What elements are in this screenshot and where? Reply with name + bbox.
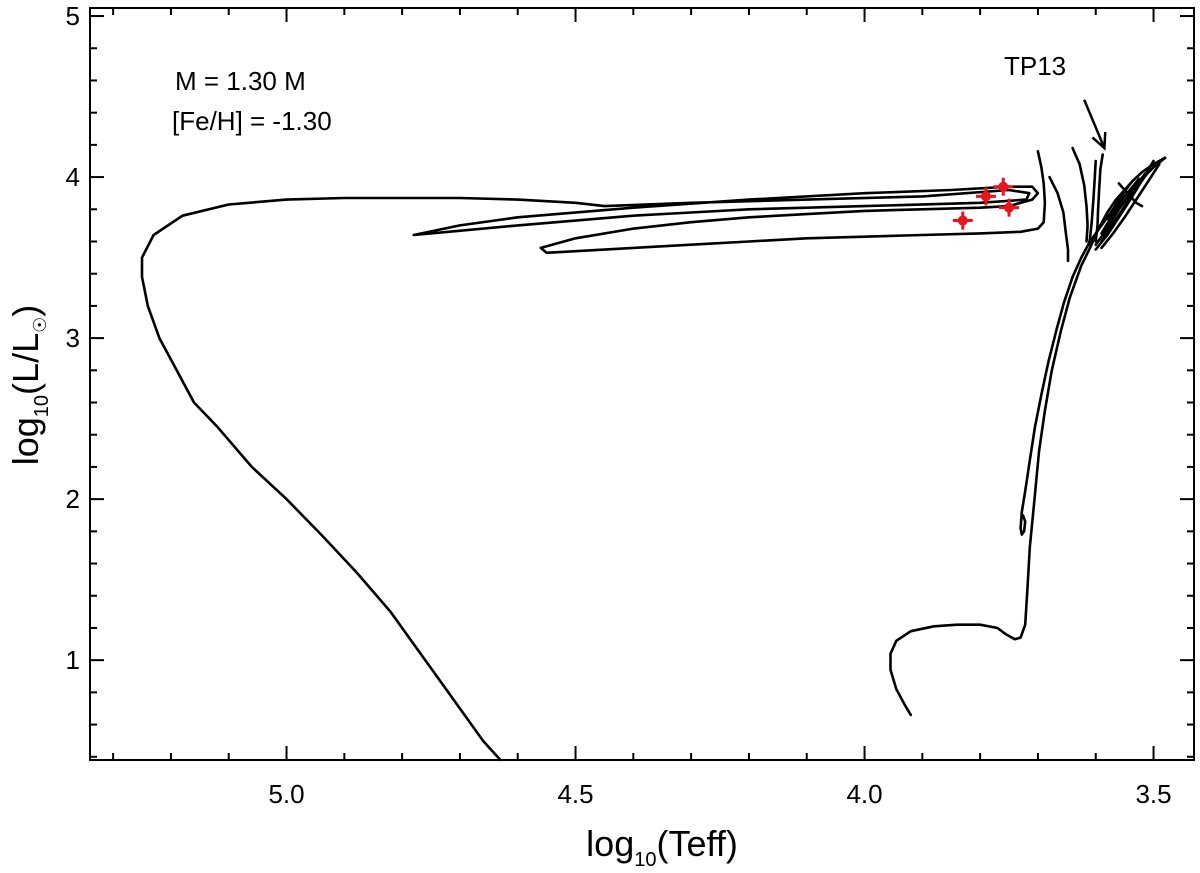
tp-arrow-head — [1091, 132, 1107, 151]
track-segment-6 — [1100, 177, 1141, 235]
observed-point-2 — [993, 177, 1014, 196]
y-axis-title-close: ) — [5, 305, 46, 317]
y-axis-title: log10(L/L☉) — [5, 305, 53, 465]
track-segment-0 — [889, 156, 1167, 717]
tp-label: TP13 — [1004, 51, 1066, 81]
y-axis-title-sun: ☉ — [30, 317, 50, 333]
x-axis-title-rest: (Teff) — [656, 823, 737, 864]
plot-frame — [89, 7, 1195, 761]
points-layer — [952, 177, 1020, 230]
x-axis-title-main: log — [586, 823, 634, 864]
observed-point-0 — [952, 211, 973, 230]
y-tick-label-2: 3 — [66, 323, 80, 353]
feh-label: [Fe/H] = -1.30 — [172, 106, 332, 136]
track-segment-7 — [1106, 182, 1132, 221]
x-tick-labels: 5.0 4.5 4.0 3.5 — [268, 779, 1171, 809]
tp-arrow — [1083, 99, 1107, 151]
track-layer — [140, 146, 1167, 762]
x-tick-label-1: 4.5 — [557, 779, 593, 809]
track-segment-11 — [1087, 220, 1093, 246]
x-tick-label-0: 5.0 — [268, 779, 304, 809]
x-tick-label-3: 3.5 — [1135, 779, 1171, 809]
tp-arrow-shaft — [1083, 99, 1106, 149]
y-tick-labels: 1 2 3 4 5 — [66, 1, 80, 675]
observed-point-3 — [999, 198, 1020, 217]
track-segment-8 — [1117, 182, 1144, 208]
y-tick-label-4: 5 — [66, 1, 80, 31]
x-tick-label-2: 4.0 — [846, 779, 882, 809]
y-axis-title-sub: 10 — [31, 395, 53, 417]
track-segment-3 — [1100, 162, 1161, 250]
y-tick-label-1: 2 — [66, 484, 80, 514]
y-tick-label-0: 1 — [66, 645, 80, 675]
track-segment-13 — [1048, 175, 1070, 263]
ticks-layer — [90, 8, 1194, 760]
x-axis-title-sub: 10 — [634, 849, 656, 871]
track-segment-9 — [1094, 153, 1104, 243]
track-segment-5 — [1094, 172, 1147, 246]
mass-label: M = 1.30 M — [175, 66, 306, 96]
y-axis-title-main: log — [5, 417, 46, 465]
y-axis-title-rest: (L/L — [5, 333, 46, 395]
y-tick-label-3: 4 — [66, 162, 80, 192]
track-segment-14 — [140, 150, 1047, 762]
observed-point-1 — [975, 187, 996, 206]
track-segment-10 — [1090, 159, 1097, 224]
track-segment-4 — [1100, 167, 1152, 243]
x-axis-title: log10(Teff) — [586, 823, 738, 871]
track-segment-12 — [1071, 146, 1089, 243]
